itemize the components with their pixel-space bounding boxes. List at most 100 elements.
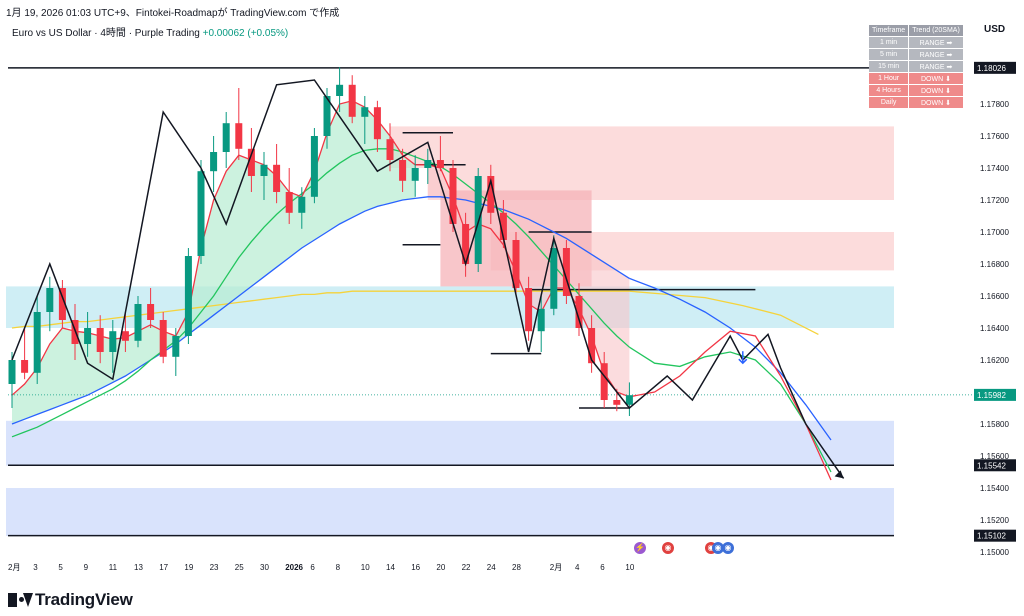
trend-row-1min: 1 min RANGE ➡ (869, 37, 963, 48)
zone-support-upper (6, 420, 894, 466)
zone-support-lower (6, 488, 894, 536)
trend-row-value: RANGE ➡ (909, 37, 963, 48)
candle-body (462, 224, 470, 264)
y-tick-label: 1.15800 (980, 420, 1009, 429)
trend-row-15min: 15 min RANGE ➡ (869, 61, 963, 72)
candle-body (247, 148, 255, 176)
zone-resistance-upper (390, 126, 894, 168)
brand-name: TradingView (35, 590, 133, 609)
x-tick-label: 2026 (285, 563, 303, 572)
candle-body (323, 96, 331, 136)
price-label-box (974, 459, 1016, 472)
candle-body (96, 328, 104, 352)
candle-body (210, 152, 218, 172)
candle-body (487, 176, 495, 213)
y-tick-label: 1.17800 (980, 100, 1009, 109)
symbol-info-bar[interactable]: Euro vs US Dollar · 4時間 · Purple Trading… (12, 24, 288, 39)
candle-body (197, 171, 205, 256)
y-tick-label: 1.16800 (980, 260, 1009, 269)
candle-body (285, 192, 293, 213)
trend-row-value: RANGE ➡ (909, 61, 963, 72)
price-label-box (974, 388, 1016, 401)
x-tick-label: 2月 (8, 563, 20, 572)
candle-body (273, 164, 281, 192)
candle-body (134, 304, 142, 341)
x-tick-label: 23 (210, 563, 219, 572)
event-eu-flag-icon[interactable]: ◉ (712, 542, 724, 554)
y-tick-label: 1.16400 (980, 324, 1009, 333)
x-tick-label: 3 (33, 563, 38, 572)
y-tick-label: 1.15000 (980, 548, 1009, 557)
trend-table: Timeframe Trend (20SMA) 1 min RANGE ➡ 5 m… (868, 24, 964, 109)
ma-slow-projection (629, 277, 832, 441)
x-tick-label: 10 (361, 563, 370, 572)
candle-body (46, 288, 54, 312)
trend-row-value: DOWN ⬇ (909, 85, 963, 96)
y-tick-label: 1.17400 (980, 164, 1009, 173)
candle-body (436, 160, 444, 168)
y-tick-label: 1.17200 (980, 196, 1009, 205)
candle-body (512, 240, 520, 288)
candle-body (613, 400, 621, 405)
candle-body (399, 160, 407, 181)
y-tick-label: 1.15600 (980, 452, 1009, 461)
y-tick-label: 1.16200 (980, 356, 1009, 365)
ma-slow-line (11, 196, 630, 425)
candle-body (336, 84, 344, 96)
x-tick-label: 6 (310, 563, 315, 572)
candle-body (21, 360, 29, 373)
ma-mid-line (11, 148, 630, 438)
x-tick-label: 16 (411, 563, 420, 572)
candle-body (8, 360, 16, 384)
candle-body (499, 212, 507, 240)
x-tick-label: 19 (184, 563, 193, 572)
price-label-text: 1.15542 (977, 461, 1006, 470)
trend-row-daily: Daily DOWN ⬇ (869, 97, 963, 108)
candle-body (625, 395, 633, 405)
candle-body (260, 164, 268, 176)
tradingview-brand[interactable]: TradingView (8, 590, 133, 610)
trend-row-tf: 1 Hour (869, 73, 909, 84)
x-tick-label: 8 (336, 563, 341, 572)
event-flash-icon[interactable]: ⚡ (634, 542, 646, 554)
y-tick-label: 1.17600 (980, 132, 1009, 141)
candle-body (424, 160, 432, 168)
price-label-text: 1.15102 (977, 532, 1006, 541)
candle-body (361, 107, 369, 117)
candle-body (109, 331, 117, 352)
candle-body (147, 304, 155, 320)
candle-body (184, 256, 192, 336)
x-tick-label: 20 (436, 563, 445, 572)
candle-body (222, 123, 230, 152)
y-tick-label: 1.17000 (980, 228, 1009, 237)
price-label-box (974, 61, 1016, 74)
x-tick-label: 5 (58, 563, 63, 572)
x-tick-label: 22 (462, 563, 471, 572)
x-tick-label: 9 (84, 563, 89, 572)
candle-body (84, 328, 92, 344)
x-tick-label: 13 (134, 563, 143, 572)
trend-row-tf: 5 min (869, 49, 909, 60)
x-tick-label: 17 (159, 563, 168, 572)
trend-row-5min: 5 min RANGE ➡ (869, 49, 963, 60)
x-tick-label: 14 (386, 563, 395, 572)
ma-mid-projection (629, 346, 832, 473)
event-eu-flag-icon[interactable]: ◉ (722, 542, 734, 554)
candle-body (235, 123, 243, 149)
candle-body (411, 168, 419, 181)
x-tick-label: 2月 (550, 563, 562, 572)
symbol-description: Euro vs US Dollar · 4時間 · Purple Trading (12, 28, 200, 39)
candle-body (298, 196, 306, 213)
x-tick-label: 25 (235, 563, 244, 572)
trend-row-value: DOWN ⬇ (909, 73, 963, 84)
trend-table-header: Timeframe Trend (20SMA) (869, 25, 963, 36)
event-us-flag-icon[interactable]: ◉ (662, 542, 674, 554)
candle-body (348, 84, 356, 117)
candle-body (373, 107, 381, 140)
candle-body (121, 331, 129, 341)
currency-label: USD (984, 24, 1006, 35)
candle-body (449, 168, 457, 224)
trend-row-tf: 15 min (869, 61, 909, 72)
candle-body (525, 288, 533, 332)
